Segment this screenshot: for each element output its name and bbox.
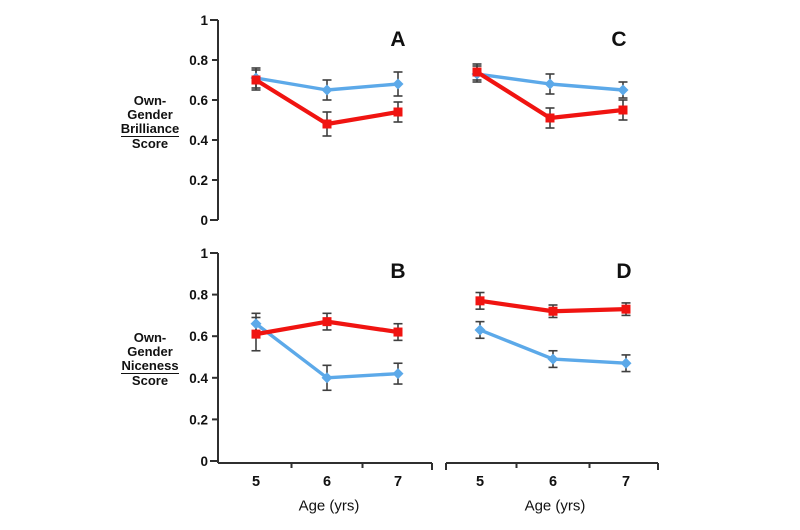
panel-letter-b: B xyxy=(390,260,406,283)
panel-d-x-tick-label: 5 xyxy=(476,474,484,490)
panel-b-y-tick-label: 0.6 xyxy=(189,329,208,344)
panel-d-x-tick-label: 6 xyxy=(549,474,557,490)
y-axis-title-line: Score xyxy=(131,373,169,388)
panel-a-y-tick-label: 1 xyxy=(200,13,208,28)
panel-b-x-tick-label: 7 xyxy=(394,474,402,490)
panel-b-x-tick-label: 6 xyxy=(323,474,331,490)
panel-a-y-tick-label: 0 xyxy=(200,213,208,228)
panel-b-y-tick-label: 0 xyxy=(200,454,208,469)
x-axis-title-right: Age (yrs) xyxy=(524,497,586,515)
panel-c-blue-diamond-marker xyxy=(617,84,629,96)
panel-d-red-square-marker xyxy=(475,296,485,306)
panel-b-red-square-marker xyxy=(251,329,261,339)
y-axis-title-line: Gender xyxy=(127,344,173,359)
y-axis-title-line: Own- xyxy=(133,93,167,108)
panel-a-y-tick-label: 0.2 xyxy=(189,173,208,188)
panel-a-y-tick-label: 0.8 xyxy=(189,53,208,68)
panel-d-red-square-marker xyxy=(621,304,631,314)
panel-a-red-square-marker xyxy=(393,107,403,117)
y-axis-title-line: Score xyxy=(131,136,169,151)
panel-c-red-square-marker xyxy=(618,105,628,115)
panel-c-blue-diamond-marker xyxy=(544,78,556,90)
panel-b-red-square-marker xyxy=(322,317,332,327)
panel-a-blue-diamond-marker xyxy=(321,84,333,96)
panel-letter-d: D xyxy=(616,260,632,283)
y-axis-title-line: Own- xyxy=(133,330,167,345)
panel-b-blue-diamond-marker xyxy=(392,368,404,380)
panel-d-blue-diamond-marker xyxy=(547,353,559,365)
panel-c-red-square-marker xyxy=(545,113,555,123)
y-axis-title-line-underlined: Brilliance xyxy=(120,121,180,137)
panel-a-y-tick-label: 0.4 xyxy=(189,133,208,148)
panel-a-y-tick-label: 0.6 xyxy=(189,93,208,108)
panel-d-blue-diamond-marker xyxy=(620,357,632,369)
panel-b-y-tick-label: 0.2 xyxy=(189,412,208,427)
panel-d-x-tick-label: 7 xyxy=(622,474,630,490)
panel-a-blue-diamond-marker xyxy=(392,78,404,90)
y-axis-title-line: Gender xyxy=(127,107,173,122)
panel-b-y-tick-label: 1 xyxy=(200,246,208,261)
panel-b-blue-diamond-marker xyxy=(321,372,333,384)
panel-d-red-square-marker xyxy=(548,306,558,316)
panel-d-blue-diamond-marker xyxy=(474,324,486,336)
panel-b-blue-diamond-marker xyxy=(250,318,262,330)
panel-b-red-square-marker xyxy=(393,327,403,337)
y-axis-title-line-underlined: Niceness xyxy=(121,358,179,374)
panel-a-red-square-marker xyxy=(251,75,261,85)
panel-b-y-tick-label: 0.8 xyxy=(189,288,208,303)
panel-letter-a: A xyxy=(390,28,406,51)
panel-letter-c: C xyxy=(611,28,627,51)
y-axis-title-brilliance: Own- Gender Brilliance Score xyxy=(85,94,215,151)
panel-c-red-square-marker xyxy=(472,67,482,77)
y-axis-title-niceness: Own- Gender Niceness Score xyxy=(85,331,215,388)
panel-b-x-tick-label: 5 xyxy=(252,474,260,490)
panel-a-red-square-marker xyxy=(322,119,332,129)
x-axis-title-left: Age (yrs) xyxy=(298,497,360,515)
panel-b-y-tick-label: 0.4 xyxy=(189,371,208,386)
